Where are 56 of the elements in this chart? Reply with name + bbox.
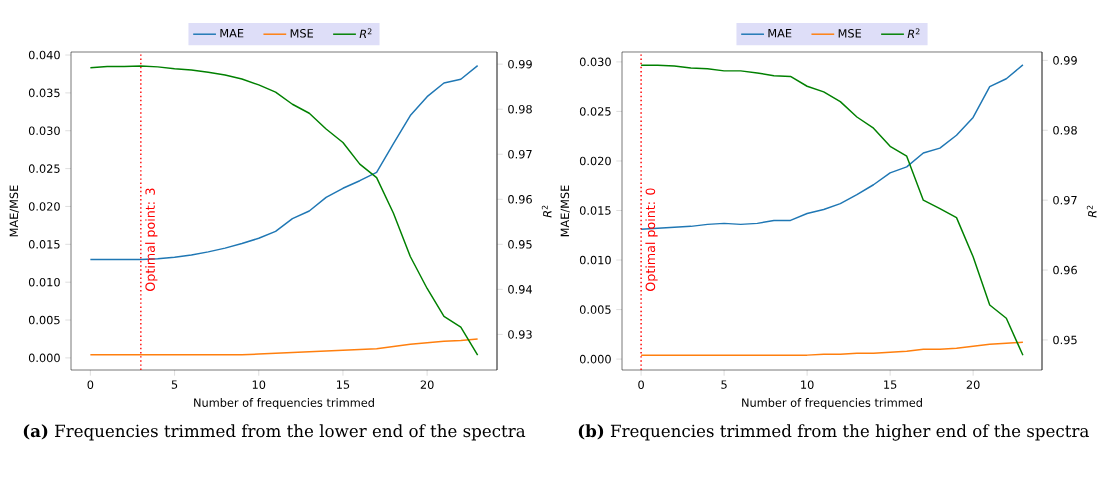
y2-tick-label: 0.97 [508,149,532,159]
y-tick-label: 0.030 [28,126,60,136]
x-tick-label: 0 [87,380,94,389]
y2-tick-label: 0.98 [1053,126,1077,135]
x-axis-title: Number of frequencies trimmed [194,398,374,410]
y-tick-label: 0.000 [579,354,611,364]
y-tick-label: 0.010 [579,255,611,265]
y-tick-label: 0.015 [579,206,611,215]
x-axis-title: Number of frequencies trimmed [742,398,922,410]
y-tick-label: 0.005 [579,305,611,314]
line-series [89,65,479,356]
text: (a) Frequencies trimmed from the lower end of the spectra [23,424,526,441]
y-axis-title: MAE/MSE [9,185,19,237]
y2-tick-label: 0.93 [508,330,532,339]
y2-axis-title: R$^{2}$ [1086,205,1097,218]
y-tick-label: 0.025 [28,164,60,173]
x-tick-label: 10 [801,380,814,389]
y2-tick-label: 0.96 [1053,265,1077,275]
x-tick-label: 10 [252,380,266,389]
y2-tick-label: 0.99 [1053,56,1077,65]
y-tick-label: 0.030 [579,57,611,67]
y-tick-label: 0.035 [28,88,60,98]
y-tick-label: 0.010 [28,277,60,287]
legend-label: R$^{2}$ [907,28,920,39]
x-tick-label: 0 [638,380,644,389]
legend-label: MAE [768,29,792,38]
y2-tick-label: 0.95 [1053,335,1077,345]
y-tick-label: 0.025 [579,107,611,116]
y-tick-label: 0.015 [28,240,60,249]
legend-label: MSE [838,29,862,38]
y2-tick-label: 0.94 [508,285,532,294]
y2-tick-label: 0.99 [508,59,532,69]
x-tick-label: 5 [171,380,178,389]
ref-line-label: Optimal point: 0 [645,188,658,291]
legend-label: MAE [220,29,244,38]
x-tick-label: 20 [966,380,980,389]
y-tick-label: 0.005 [28,315,60,325]
legend-label: MSE [290,29,314,38]
legend-label: R$^{2}$ [359,28,372,39]
y-tick-label: 0.020 [28,202,60,211]
x-tick-label: 15 [336,380,350,389]
y2-tick-label: 0.98 [508,104,532,114]
y-tick-label: 0.020 [579,156,611,166]
y2-axis-title: R$^{2}$ [541,205,552,218]
y2-tick-label: 0.97 [1053,195,1077,205]
y-tick-label: 0.040 [28,50,60,60]
y2-tick-label: 0.96 [508,195,532,204]
y-tick-label: 0.000 [28,353,60,363]
ref-line-label: Optimal point: 3 [145,188,158,291]
y2-tick-label: 0.95 [508,240,532,249]
line-series [640,64,1024,357]
x-tick-label: 5 [721,380,727,389]
text: (b) Frequencies trimmed from the higher end of the spectra [578,424,1089,441]
x-tick-label: 15 [884,380,897,389]
y-axis-title: MAE/MSE [560,185,570,237]
x-tick-label: 20 [420,380,434,389]
